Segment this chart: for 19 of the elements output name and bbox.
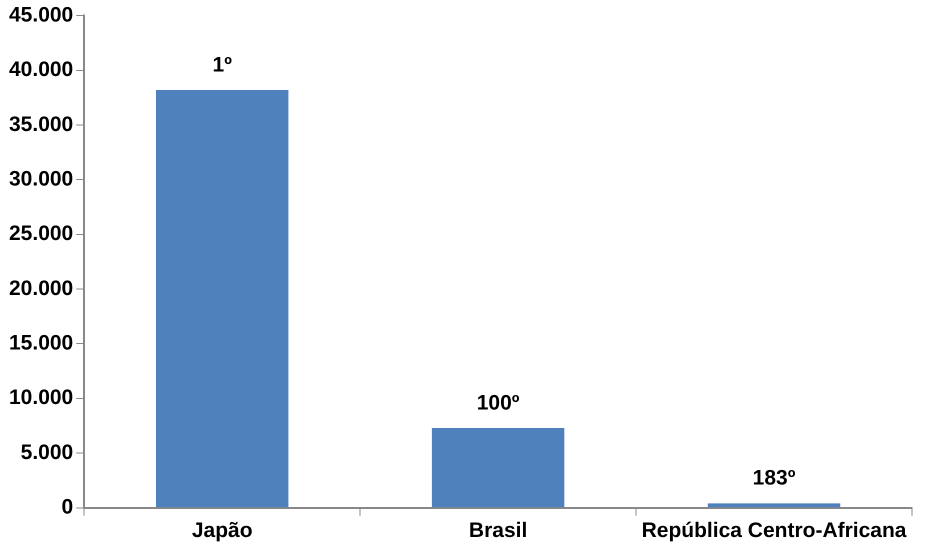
y-tick-label: 35.000 xyxy=(8,112,74,136)
y-tick-label: 45.000 xyxy=(8,3,74,26)
y-tick-label: 20.000 xyxy=(8,276,74,300)
y-tick-label: 5.000 xyxy=(20,440,74,464)
y-tick-label: 15.000 xyxy=(8,332,74,355)
x-tick-label: República Centro-Africana xyxy=(642,519,907,542)
bar xyxy=(708,503,840,508)
y-tick-label: 40.000 xyxy=(8,58,74,82)
y-tick-label: 30.000 xyxy=(8,167,74,190)
annotation: 100º xyxy=(476,391,520,414)
x-tick-label: Japão xyxy=(192,519,253,542)
bar xyxy=(432,428,564,508)
y-tick-label: 0 xyxy=(62,496,74,519)
y-tick-label: 25.000 xyxy=(8,222,74,246)
x-tick-label: Brasil xyxy=(468,519,528,542)
bar xyxy=(156,90,288,508)
annotation: 1º xyxy=(212,53,232,76)
annotation: 183º xyxy=(752,466,796,490)
y-tick-label: 10.000 xyxy=(8,386,74,410)
